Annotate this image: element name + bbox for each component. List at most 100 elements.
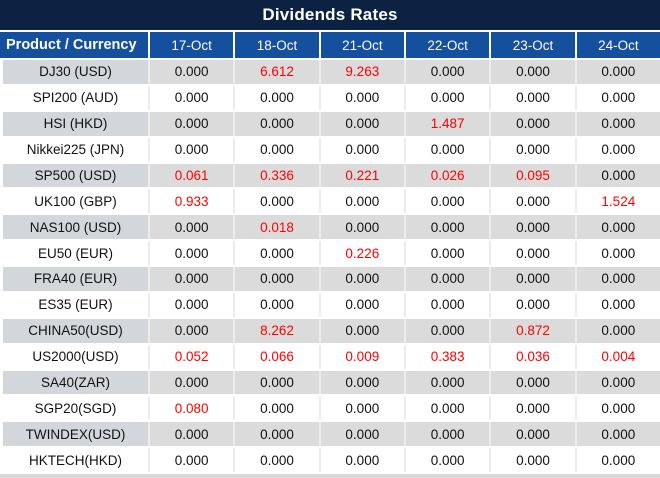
rate-value-cell: 8.262 xyxy=(235,318,319,343)
column-header-date: 23-Oct xyxy=(491,32,575,58)
rate-value-cell: 0.000 xyxy=(150,137,234,162)
rate-value-cell: 0.000 xyxy=(150,370,234,395)
rate-value-cell: 0.000 xyxy=(320,370,404,395)
rate-value-cell: 0.026 xyxy=(406,163,490,188)
rate-value-cell: 0.000 xyxy=(320,267,404,291)
rate-value-cell: 0.383 xyxy=(406,344,490,369)
rate-value-cell: 0.000 xyxy=(406,396,490,421)
table-body: DJ30 (USD) 0.000 6.612 9.263 0.000 0.000 0.000… xyxy=(0,60,660,472)
rate-value-cell: 0.000 xyxy=(235,241,319,265)
rate-value-cell: 0.000 xyxy=(576,448,660,472)
rate-value-cell: 0.000 xyxy=(491,189,575,214)
column-header-date: 17-Oct xyxy=(150,32,234,58)
rate-value-cell: 0.000 xyxy=(320,111,404,136)
product-label-cell: SPI200 (AUD) xyxy=(0,85,148,110)
rate-value-cell: 0.000 xyxy=(491,60,575,84)
rate-value-cell: 0.000 xyxy=(406,422,490,447)
rate-value-cell: 0.000 xyxy=(491,396,575,421)
rate-value-cell: 0.000 xyxy=(406,85,490,110)
product-label-cell: ES35 (EUR) xyxy=(0,292,148,317)
rate-value-cell: 0.000 xyxy=(235,85,319,110)
rate-value-cell: 0.009 xyxy=(320,344,404,369)
rate-value-cell: 6.612 xyxy=(235,60,319,84)
rate-value-cell: 0.000 xyxy=(576,396,660,421)
rate-value-cell: 0.000 xyxy=(406,137,490,162)
rate-value-cell: 0.000 xyxy=(320,215,404,240)
rate-value-cell: 9.263 xyxy=(320,60,404,84)
table-header-row: Product / Currency 17-Oct 18-Oct 21-Oct 22-… xyxy=(0,32,660,58)
product-label-cell: TWINDEX(USD) xyxy=(0,422,148,447)
rate-value-cell: 0.000 xyxy=(491,215,575,240)
rate-value-cell: 0.000 xyxy=(406,448,490,472)
table-bottom-edge xyxy=(0,474,660,478)
product-label-cell: SGP20(SGD) xyxy=(0,396,148,421)
rate-value-cell: 0.018 xyxy=(235,215,319,240)
rate-value-cell: 0.336 xyxy=(235,163,319,188)
rate-value-cell: 0.000 xyxy=(576,292,660,317)
rate-value-cell: 0.036 xyxy=(491,344,575,369)
rate-value-cell: 0.221 xyxy=(320,163,404,188)
rate-value-cell: 0.872 xyxy=(491,318,575,343)
rate-value-cell: 0.000 xyxy=(235,370,319,395)
column-header-date: 24-Oct xyxy=(576,32,660,58)
rate-value-cell: 0.052 xyxy=(150,344,234,369)
rate-value-cell: 0.000 xyxy=(320,422,404,447)
rate-value-cell: 0.000 xyxy=(576,163,660,188)
rate-value-cell: 0.000 xyxy=(406,370,490,395)
rate-value-cell: 0.226 xyxy=(320,241,404,265)
table-title: Dividends Rates xyxy=(262,5,398,24)
product-label-cell: SA40(ZAR) xyxy=(0,370,148,395)
rate-value-cell: 0.000 xyxy=(576,241,660,265)
product-label-cell: HKTECH(HKD) xyxy=(0,448,148,472)
rate-value-cell: 0.000 xyxy=(235,292,319,317)
product-label-cell: EU50 (EUR) xyxy=(0,241,148,265)
rate-value-cell: 0.000 xyxy=(235,111,319,136)
rate-value-cell: 0.000 xyxy=(491,448,575,472)
product-label-cell: DJ30 (USD) xyxy=(0,60,148,84)
rate-value-cell: 0.000 xyxy=(576,137,660,162)
rate-value-cell: 0.000 xyxy=(491,267,575,291)
rate-value-cell: 0.000 xyxy=(406,215,490,240)
product-label-cell: NAS100 (USD) xyxy=(0,215,148,240)
rate-value-cell: 0.000 xyxy=(406,60,490,84)
table-title-bar: Dividends Rates xyxy=(0,0,660,30)
product-label-cell: SP500 (USD) xyxy=(0,163,148,188)
product-label-cell: US2000(USD) xyxy=(0,344,148,369)
rate-value-cell: 0.000 xyxy=(320,137,404,162)
rate-value-cell: 0.000 xyxy=(150,60,234,84)
rate-value-cell: 0.000 xyxy=(235,189,319,214)
product-label-cell: Nikkei225 (JPN) xyxy=(0,137,148,162)
rate-value-cell: 0.004 xyxy=(576,344,660,369)
rate-value-cell: 0.000 xyxy=(576,318,660,343)
column-header-product-currency: Product / Currency xyxy=(0,32,148,58)
rate-value-cell: 0.000 xyxy=(320,318,404,343)
rate-value-cell: 0.000 xyxy=(491,422,575,447)
rate-value-cell: 0.000 xyxy=(576,370,660,395)
rate-value-cell: 0.000 xyxy=(150,448,234,472)
rate-value-cell: 0.000 xyxy=(406,267,490,291)
product-label-cell: CHINA50(USD) xyxy=(0,318,148,343)
rate-value-cell: 0.000 xyxy=(320,189,404,214)
rate-value-cell: 0.066 xyxy=(235,344,319,369)
rate-value-cell: 0.000 xyxy=(235,422,319,447)
rate-value-cell: 0.000 xyxy=(406,292,490,317)
rate-value-cell: 0.000 xyxy=(320,292,404,317)
rate-value-cell: 0.000 xyxy=(576,422,660,447)
rate-value-cell: 0.000 xyxy=(150,318,234,343)
rate-value-cell: 0.000 xyxy=(320,85,404,110)
rate-value-cell: 0.000 xyxy=(235,267,319,291)
rate-value-cell: 0.000 xyxy=(406,241,490,265)
column-header-date: 18-Oct xyxy=(235,32,319,58)
rate-value-cell: 0.000 xyxy=(150,111,234,136)
rate-value-cell: 0.000 xyxy=(150,241,234,265)
rate-value-cell: 0.000 xyxy=(150,85,234,110)
rate-value-cell: 0.095 xyxy=(491,163,575,188)
rate-value-cell: 0.000 xyxy=(491,241,575,265)
rate-value-cell: 0.000 xyxy=(406,318,490,343)
rate-value-cell: 0.000 xyxy=(235,137,319,162)
rate-value-cell: 0.000 xyxy=(576,85,660,110)
column-header-date: 21-Oct xyxy=(320,32,404,58)
rate-value-cell: 0.000 xyxy=(491,111,575,136)
rate-value-cell: 1.524 xyxy=(576,189,660,214)
